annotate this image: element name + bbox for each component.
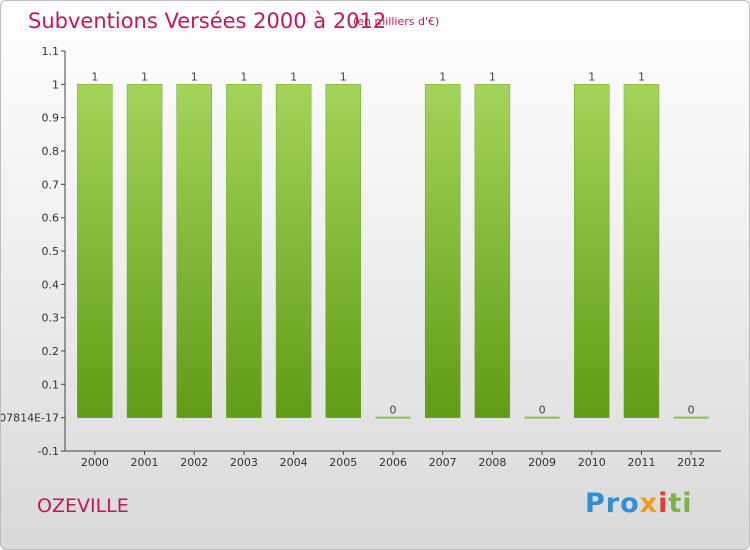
x-tick-label: 2002: [180, 456, 208, 469]
x-tick-label: 2004: [280, 456, 308, 469]
logo-part-3: i: [658, 488, 669, 519]
data-label: 1: [638, 70, 645, 83]
bar: [176, 84, 212, 418]
x-tick-label: 2005: [329, 456, 357, 469]
bar: [474, 84, 511, 418]
data-label: 0: [688, 404, 695, 417]
data-label: 1: [91, 70, 98, 83]
y-tick-label: 0.2: [42, 345, 60, 358]
y-tick-label: 0.9: [42, 112, 60, 125]
bar: [77, 84, 113, 418]
data-label: 1: [191, 70, 198, 83]
y-tick-label: 307814E-17: [1, 412, 59, 425]
bar: [574, 84, 610, 418]
x-tick-label: 2003: [230, 456, 258, 469]
data-label: 0: [390, 404, 397, 417]
y-tick-label: -0.1: [38, 445, 59, 458]
x-tick-label: 2006: [379, 456, 407, 469]
y-tick-label: 1.1: [42, 45, 60, 58]
x-tick-label: 2000: [81, 456, 109, 469]
x-tick-label: 2007: [429, 456, 457, 469]
bar: [325, 84, 362, 418]
x-tick-label: 2010: [578, 456, 606, 469]
y-tick-label: 0.5: [42, 245, 60, 258]
data-label: 1: [489, 70, 496, 83]
x-tick-label: 2001: [131, 456, 159, 469]
chart-subtitle: (en milliers d'€): [353, 15, 440, 28]
town-name: OZEVILLE: [37, 495, 129, 517]
x-tick-label: 2008: [478, 456, 506, 469]
y-tick-label: 0.7: [42, 178, 60, 191]
data-label: 0: [539, 404, 546, 417]
x-tick-label: 2009: [528, 456, 556, 469]
logo-part-1: Pro: [585, 488, 640, 519]
y-tick-label: 0.1: [42, 378, 60, 391]
data-label: 1: [439, 70, 446, 83]
bar: [275, 84, 312, 418]
data-label: 1: [240, 70, 247, 83]
y-tick-label: 0.4: [42, 278, 60, 291]
y-tick-label: 0.3: [42, 312, 60, 325]
data-label: 1: [588, 70, 595, 83]
logo-part-2: x: [639, 488, 659, 519]
bar: [226, 84, 262, 418]
y-tick-label: 0.6: [42, 212, 60, 225]
logo-part-4: ti: [668, 488, 693, 519]
x-tick-label: 2011: [627, 456, 655, 469]
chart-title: Subventions Versées 2000 à 2012: [28, 9, 387, 33]
bar: [424, 84, 461, 418]
bar: [623, 84, 660, 418]
x-tick-label: 2012: [677, 456, 705, 469]
data-label: 1: [141, 70, 148, 83]
y-tick-label: 1: [52, 78, 59, 91]
bar: [126, 84, 163, 418]
data-label: 1: [290, 70, 297, 83]
y-tick-label: 0.8: [42, 145, 60, 158]
proxiti-logo[interactable]: Proxiti: [585, 488, 693, 519]
data-label: 1: [340, 70, 347, 83]
